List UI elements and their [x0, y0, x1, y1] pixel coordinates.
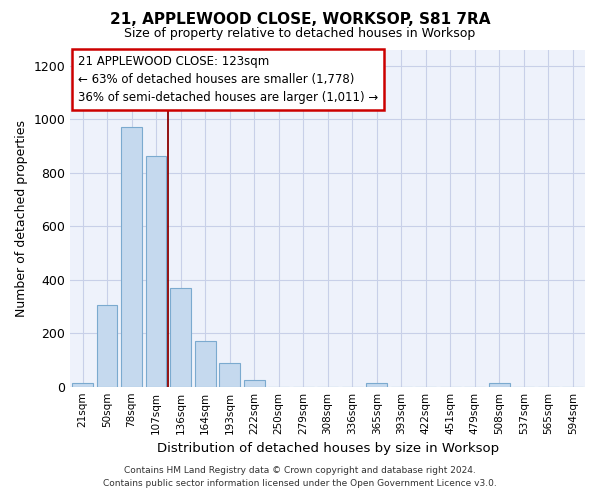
- Text: 21, APPLEWOOD CLOSE, WORKSOP, S81 7RA: 21, APPLEWOOD CLOSE, WORKSOP, S81 7RA: [110, 12, 490, 28]
- Bar: [194, 342, 215, 386]
- Bar: [146, 156, 166, 386]
- Text: 21 APPLEWOOD CLOSE: 123sqm
← 63% of detached houses are smaller (1,778)
36% of s: 21 APPLEWOOD CLOSE: 123sqm ← 63% of deta…: [78, 55, 378, 104]
- Text: Contains HM Land Registry data © Crown copyright and database right 2024.
Contai: Contains HM Land Registry data © Crown c…: [103, 466, 497, 487]
- Bar: [97, 305, 118, 386]
- Y-axis label: Number of detached properties: Number of detached properties: [15, 120, 28, 317]
- Bar: [489, 383, 509, 386]
- Bar: [244, 380, 265, 386]
- Bar: [121, 128, 142, 386]
- Text: Size of property relative to detached houses in Worksop: Size of property relative to detached ho…: [124, 28, 476, 40]
- X-axis label: Distribution of detached houses by size in Worksop: Distribution of detached houses by size …: [157, 442, 499, 455]
- Bar: [170, 288, 191, 386]
- Bar: [366, 383, 387, 386]
- Bar: [219, 363, 240, 386]
- Bar: [72, 382, 93, 386]
